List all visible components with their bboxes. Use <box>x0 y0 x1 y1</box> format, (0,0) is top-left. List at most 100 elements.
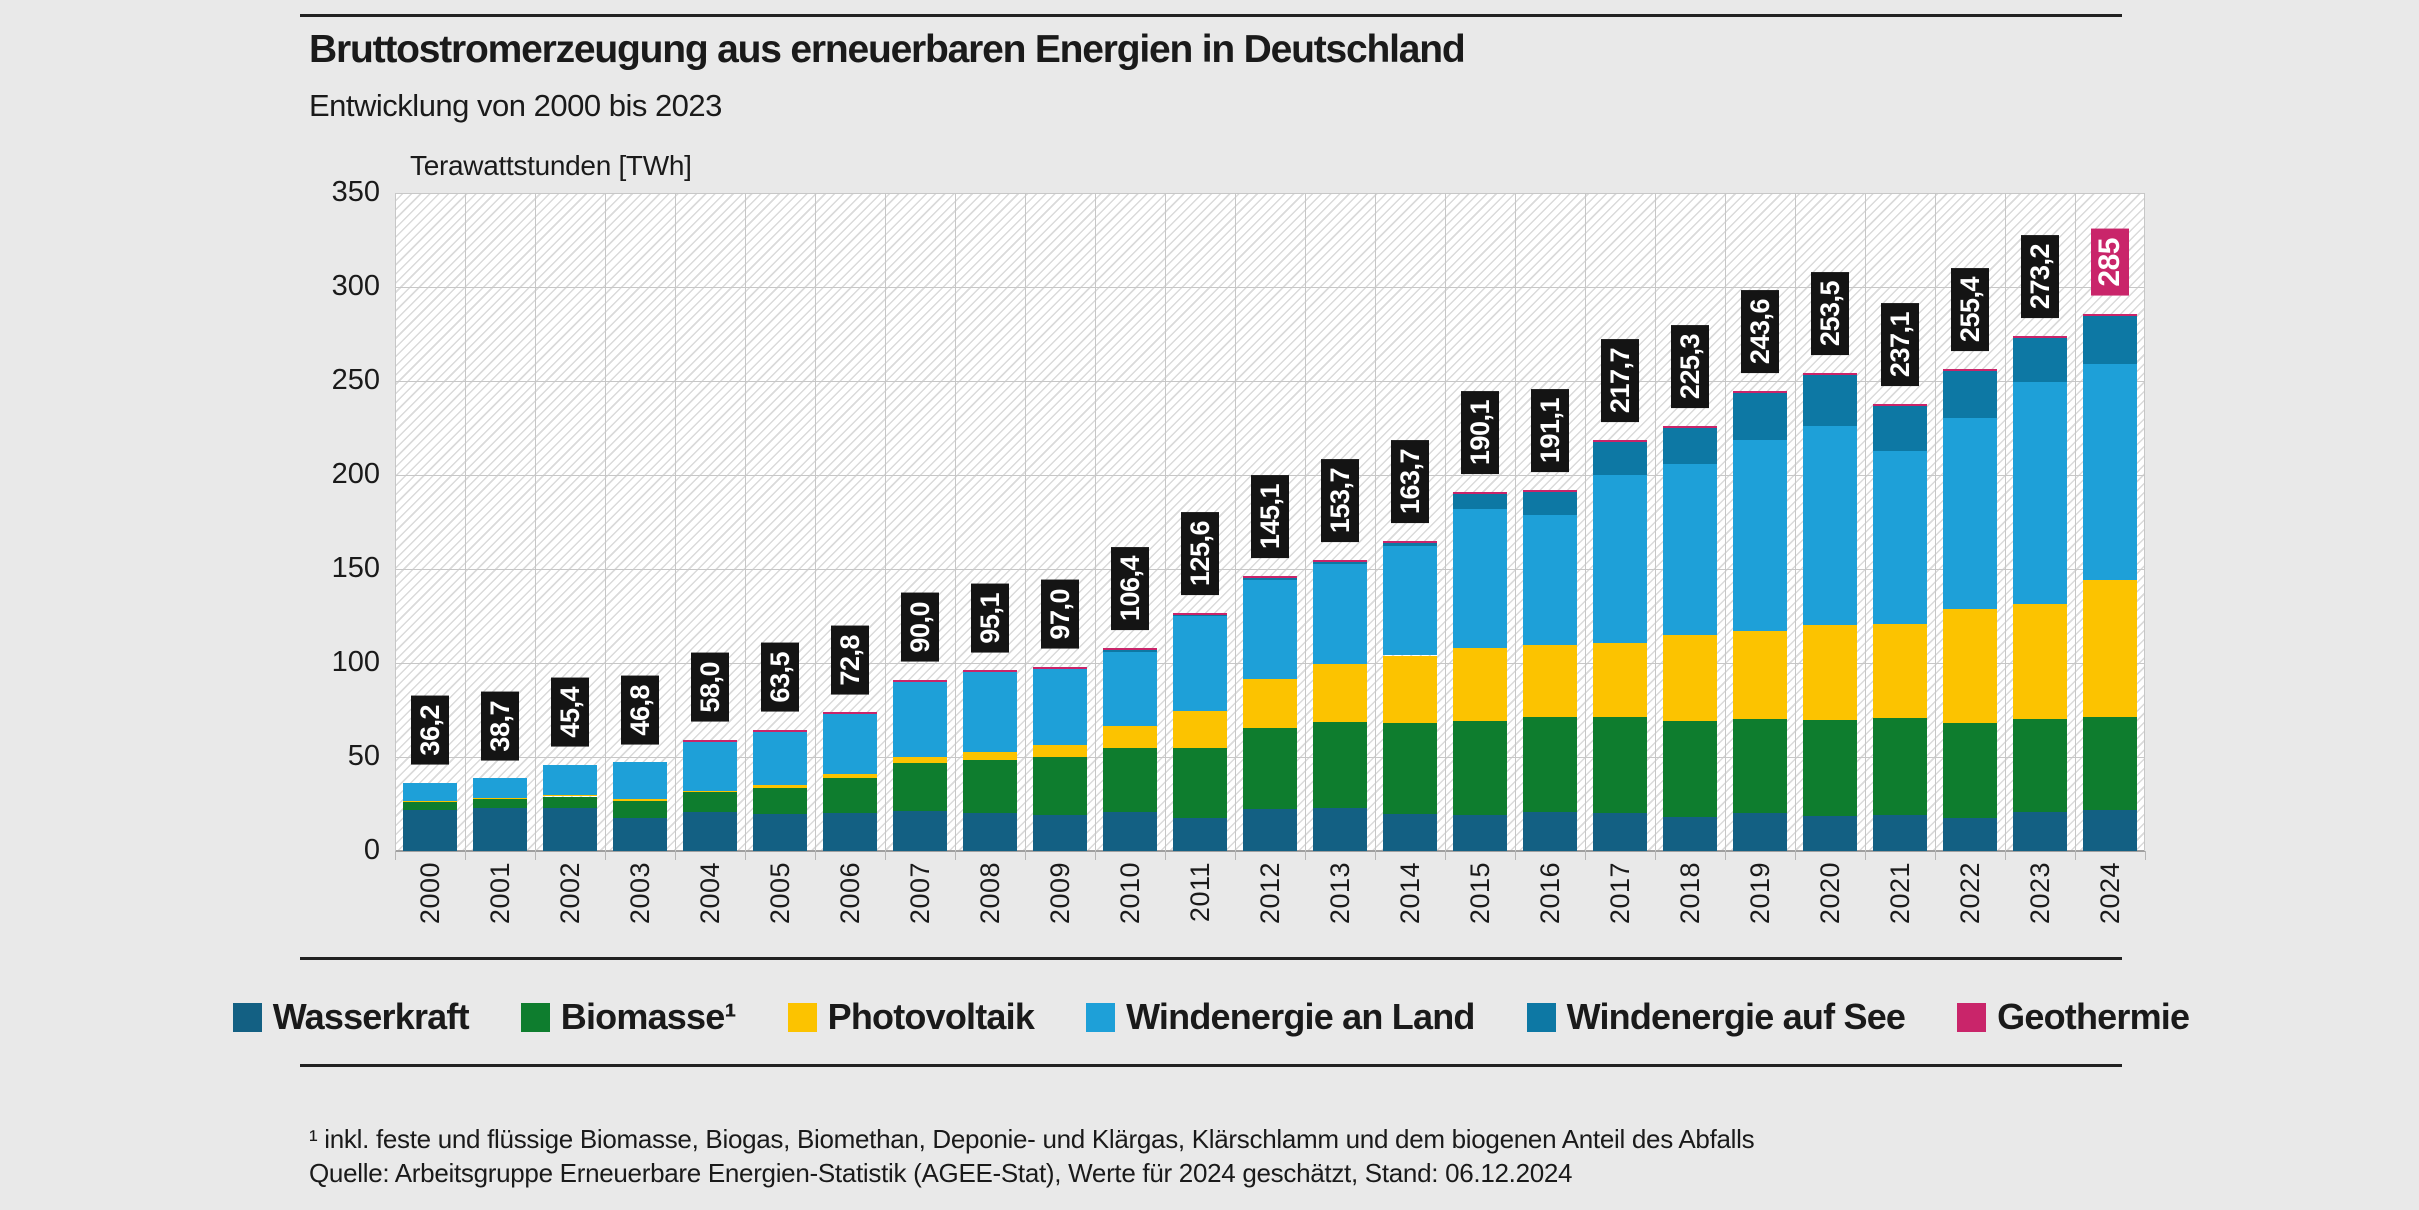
bar-segment-geothermie <box>1453 491 1507 494</box>
x-axis-label-2002: 2002 <box>555 862 585 925</box>
bar-segment-wasserkraft <box>1523 812 1577 851</box>
bar-segment-wind_land <box>1523 514 1577 646</box>
bar-segment-photovoltaik <box>753 785 807 788</box>
bar-segment-wind_see <box>1593 442 1647 476</box>
bar-segment-geothermie <box>1593 440 1647 443</box>
bar-value-label: 106,4 <box>1111 547 1149 631</box>
gridline-horizontal <box>395 287 2145 288</box>
bar-2015 <box>1453 193 1507 851</box>
bar-segment-geothermie <box>1523 490 1577 493</box>
y-axis-tick-label: 300 <box>331 270 380 302</box>
x-axis-label-2001: 2001 <box>485 862 515 925</box>
bar-segment-geothermie <box>1173 613 1227 616</box>
bar-2023 <box>2013 193 2067 851</box>
bar-segment-geothermie <box>1663 425 1717 428</box>
legend-label-wasserkraft: Wasserkraft <box>272 996 470 1037</box>
bar-segment-wasserkraft <box>473 808 527 851</box>
bar-segment-wind_see <box>1873 405 1927 452</box>
bar-segment-geothermie <box>1943 369 1997 372</box>
bar-segment-biomasse <box>1103 747 1157 812</box>
x-axis-tick <box>815 851 816 860</box>
y-axis-tick-label: 350 <box>331 176 380 208</box>
bar-segment-wind_land <box>2083 364 2137 581</box>
bar-segment-wind_land <box>1733 439 1787 632</box>
bar-segment-wind_see <box>1803 374 1857 427</box>
bar-segment-geothermie <box>1733 391 1787 394</box>
y-axis-tick-label: 100 <box>331 646 380 678</box>
x-axis-tick <box>395 851 396 860</box>
x-axis-label-2012: 2012 <box>1255 862 1285 925</box>
bar-segment-geothermie <box>753 729 807 732</box>
bar-2000 <box>403 193 457 851</box>
x-axis-tick <box>465 851 466 860</box>
x-axis-tick <box>2145 851 2146 860</box>
bar-segment-photovoltaik <box>1243 678 1297 729</box>
x-axis-tick <box>1305 851 1306 860</box>
bar-segment-wind_land <box>893 681 947 758</box>
page-title: Bruttostromerzeugung aus erneuerbaren En… <box>309 28 1466 71</box>
legend-label-photovoltaik: Photovoltaik <box>827 996 1035 1037</box>
bar-segment-wasserkraft <box>403 810 457 851</box>
bar-value-label: 63,5 <box>761 643 799 712</box>
bar-segment-geothermie <box>823 712 877 715</box>
bar-segment-wind_see <box>2013 337 2067 382</box>
bar-segment-wasserkraft <box>823 813 877 851</box>
x-axis-label-2017: 2017 <box>1605 862 1635 925</box>
bar-segment-wasserkraft <box>893 811 947 851</box>
bar-value-label: 285 <box>2091 229 2129 296</box>
bar-segment-biomasse <box>1523 716 1577 813</box>
bar-segment-wind_see <box>1663 427 1717 465</box>
bar-value-label: 163,7 <box>1391 440 1429 524</box>
bar-segment-wasserkraft <box>1453 815 1507 851</box>
divider-below-legend <box>300 1064 2122 1067</box>
bar-segment-wasserkraft <box>1873 814 1927 851</box>
plot-area: 36,2 38,7 45,4 46,8 58,0 63,5 72,8 90,0 95,1 97,0… <box>395 193 2145 852</box>
bar-value-label: 125,6 <box>1181 511 1219 596</box>
legend: Wasserkraft Biomasse¹ Photovoltaik Windener… <box>232 988 2190 1046</box>
x-axis-tick <box>885 851 886 860</box>
bar-segment-photovoltaik <box>2013 603 2067 720</box>
bar-segment-photovoltaik <box>1803 624 1857 720</box>
bar-2012 <box>1243 193 1297 851</box>
x-axis-tick <box>2075 851 2076 860</box>
x-axis-tick <box>955 851 956 860</box>
bar-value-label: 273,2 <box>2021 234 2059 318</box>
bar-segment-biomasse <box>1243 728 1297 810</box>
x-axis-label-2006: 2006 <box>835 862 865 925</box>
bar-value-label: 90,0 <box>901 593 939 662</box>
gridline-horizontal <box>395 193 2145 194</box>
x-axis-tick <box>1235 851 1236 860</box>
gridline-vertical <box>1235 193 1236 851</box>
bar-segment-wasserkraft <box>1803 815 1857 851</box>
gridline-vertical <box>675 193 676 851</box>
x-axis-tick <box>1725 851 1726 860</box>
bar-segment-biomasse <box>1663 721 1717 818</box>
bar-value-label: 153,7 <box>1321 459 1359 543</box>
bar-segment-geothermie <box>893 679 947 682</box>
bar-2011 <box>1173 193 1227 851</box>
bar-segment-biomasse <box>1383 723 1437 815</box>
bar-2024 <box>2083 193 2137 851</box>
bar-segment-photovoltaik <box>1173 711 1227 749</box>
bar-value-label: 255,4 <box>1951 268 1989 352</box>
bar-segment-wind_see <box>1173 615 1227 617</box>
x-axis-label-2004: 2004 <box>695 862 725 925</box>
gridline-vertical <box>1655 193 1656 851</box>
x-axis-label-2009: 2009 <box>1045 862 1075 925</box>
bar-value-label: 72,8 <box>831 625 869 695</box>
bar-segment-geothermie <box>1383 541 1437 544</box>
bar-2020 <box>1803 193 1857 851</box>
bar-2004 <box>683 193 737 851</box>
gridline-vertical <box>1795 193 1796 851</box>
bar-value-label: 95,1 <box>971 583 1009 653</box>
x-axis-label-2008: 2008 <box>975 862 1005 925</box>
bar-segment-photovoltaik <box>1733 631 1787 719</box>
bar-segment-biomasse <box>1173 748 1227 818</box>
legend-label-wind_land: Windenergie an Land <box>1126 996 1475 1037</box>
bar-segment-geothermie <box>1873 403 1927 406</box>
x-axis-label-2007: 2007 <box>905 862 935 925</box>
legend-label-geothermie: Geothermie <box>1997 996 2190 1037</box>
bar-segment-wind_land <box>683 741 737 791</box>
y-axis-tick-label: 0 <box>363 834 380 866</box>
